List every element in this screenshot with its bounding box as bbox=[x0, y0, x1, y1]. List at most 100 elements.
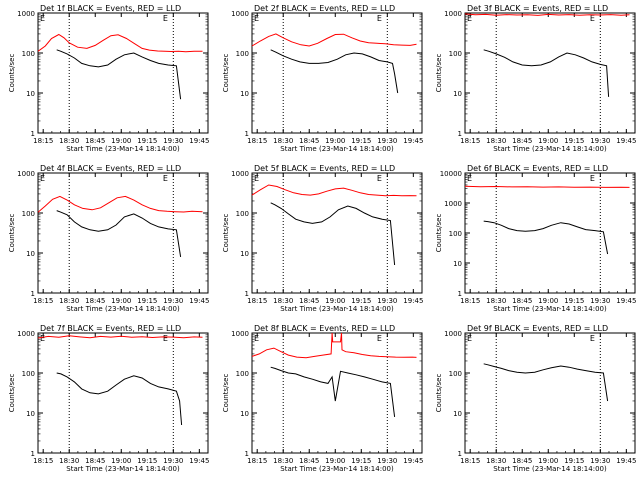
y-tick-label: 1000 bbox=[17, 330, 35, 338]
y-tick-label: 100 bbox=[22, 210, 35, 218]
series-line-lld bbox=[464, 185, 630, 188]
y-tick-label: 100 bbox=[449, 230, 462, 238]
x-tick-label: 18:45 bbox=[299, 457, 319, 465]
x-tick-label: 19:45 bbox=[189, 297, 209, 305]
chart-panel-4: Det 4f BLACK = Events, RED = LLD 18:15 18:… bbox=[8, 164, 209, 313]
y-tick-label: 10 bbox=[26, 410, 35, 418]
x-axis-label: Start Time (23-Mar-14 18:14:00) bbox=[66, 465, 180, 473]
plot-frame bbox=[464, 12, 636, 134]
y-tick-label: 1000 bbox=[444, 200, 462, 208]
series-line-events bbox=[270, 49, 399, 94]
interval-marker: E bbox=[377, 14, 382, 23]
interval-marker: E bbox=[467, 174, 472, 183]
x-tick-label: 19:00 bbox=[111, 137, 131, 145]
interval-marker: E bbox=[40, 334, 45, 343]
interval-marker: E bbox=[590, 14, 595, 23]
interval-marker: E bbox=[163, 174, 168, 183]
interval-marker: E bbox=[163, 14, 168, 23]
x-tick-label: 19:15 bbox=[137, 137, 157, 145]
x-tick-label: 18:30 bbox=[59, 297, 79, 305]
series-line-events bbox=[56, 49, 182, 100]
interval-marker: E bbox=[40, 14, 45, 23]
x-tick-label: 18:30 bbox=[486, 457, 506, 465]
x-tick-label: 18:15 bbox=[247, 137, 267, 145]
x-tick-label: 19:45 bbox=[616, 457, 636, 465]
y-axis-label: Counts/sec bbox=[222, 54, 230, 93]
x-tick-label: 19:00 bbox=[325, 137, 345, 145]
x-tick-label: 19:00 bbox=[538, 137, 558, 145]
series-line-lld bbox=[251, 33, 417, 47]
series-line-lld bbox=[251, 184, 417, 197]
x-tick-label: 18:45 bbox=[512, 297, 532, 305]
y-tick-label: 100 bbox=[236, 210, 249, 218]
x-tick-label: 19:45 bbox=[403, 457, 423, 465]
x-axis-label: Start Time (23-Mar-14 18:14:00) bbox=[280, 305, 394, 313]
chart-panel-5: Det 5f BLACK = Events, RED = LLD 18:15 18:… bbox=[222, 164, 423, 313]
series-line-lld bbox=[37, 33, 203, 53]
chart-title: Det 9f BLACK = Events, RED = LLD bbox=[467, 324, 608, 333]
x-tick-label: 18:15 bbox=[247, 297, 267, 305]
y-tick-label: 100 bbox=[449, 370, 462, 378]
chart-panel-9: Det 9f BLACK = Events, RED = LLD 18:15 18:… bbox=[435, 324, 636, 473]
x-tick-label: 19:15 bbox=[351, 297, 371, 305]
plot-frame bbox=[251, 172, 423, 294]
chart-panel-7: Det 7f BLACK = Events, RED = LLD 18:15 18:… bbox=[8, 324, 209, 473]
x-tick-label: 18:15 bbox=[33, 457, 53, 465]
y-tick-label: 1 bbox=[31, 130, 35, 138]
x-tick-label: 19:00 bbox=[538, 297, 558, 305]
x-tick-label: 19:00 bbox=[325, 297, 345, 305]
series-line-events bbox=[56, 372, 183, 426]
y-tick-label: 1000 bbox=[17, 170, 35, 178]
interval-marker: E bbox=[40, 174, 45, 183]
x-tick-label: 19:45 bbox=[403, 137, 423, 145]
y-tick-label: 1 bbox=[458, 130, 462, 138]
interval-marker: E bbox=[590, 334, 595, 343]
x-tick-label: 19:45 bbox=[189, 457, 209, 465]
chart-title: Det 2f BLACK = Events, RED = LLD bbox=[254, 4, 395, 13]
y-tick-label: 1000 bbox=[444, 10, 462, 18]
x-tick-label: 18:15 bbox=[460, 457, 480, 465]
x-tick-label: 19:15 bbox=[351, 137, 371, 145]
x-axis-label: Start Time (23-Mar-14 18:14:00) bbox=[493, 145, 607, 153]
x-tick-label: 18:30 bbox=[59, 457, 79, 465]
interval-marker: E bbox=[377, 174, 382, 183]
x-tick-label: 18:30 bbox=[486, 137, 506, 145]
series-line-events bbox=[483, 220, 609, 255]
y-tick-label: 10 bbox=[453, 260, 462, 268]
y-tick-label: 1 bbox=[31, 450, 35, 458]
x-axis-label: Start Time (23-Mar-14 18:14:00) bbox=[280, 145, 394, 153]
y-tick-label: 1 bbox=[458, 450, 462, 458]
x-axis-label: Start Time (23-Mar-14 18:14:00) bbox=[280, 465, 394, 473]
series-line-events bbox=[483, 49, 610, 97]
y-tick-label: 100 bbox=[22, 50, 35, 58]
y-tick-label: 100 bbox=[236, 50, 249, 58]
series-line-lld bbox=[37, 195, 203, 213]
chart-title: Det 3f BLACK = Events, RED = LLD bbox=[467, 4, 608, 13]
x-tick-label: 18:30 bbox=[59, 137, 79, 145]
x-tick-label: 18:45 bbox=[299, 137, 319, 145]
series-line-events bbox=[483, 363, 609, 402]
series-line-events bbox=[270, 202, 396, 266]
y-tick-label: 10 bbox=[26, 90, 35, 98]
x-tick-label: 19:30 bbox=[163, 457, 183, 465]
x-tick-label: 19:00 bbox=[111, 457, 131, 465]
plot-frame bbox=[251, 332, 423, 454]
x-tick-label: 18:45 bbox=[299, 297, 319, 305]
x-tick-label: 19:00 bbox=[325, 457, 345, 465]
x-axis-label: Start Time (23-Mar-14 18:14:00) bbox=[493, 465, 607, 473]
y-tick-label: 10 bbox=[453, 90, 462, 98]
y-tick-label: 1000 bbox=[231, 330, 249, 338]
chart-title: Det 1f BLACK = Events, RED = LLD bbox=[40, 4, 181, 13]
y-tick-label: 1 bbox=[245, 130, 249, 138]
plot-frame bbox=[464, 172, 636, 294]
x-tick-label: 19:15 bbox=[137, 297, 157, 305]
y-tick-label: 10000 bbox=[440, 170, 462, 178]
y-axis-label: Counts/sec bbox=[222, 374, 230, 413]
x-tick-label: 18:15 bbox=[247, 457, 267, 465]
plot-frame bbox=[251, 12, 423, 134]
y-tick-label: 100 bbox=[236, 370, 249, 378]
y-tick-label: 10 bbox=[240, 90, 249, 98]
interval-marker: E bbox=[254, 14, 259, 23]
x-tick-label: 18:45 bbox=[85, 457, 105, 465]
x-tick-label: 19:15 bbox=[564, 137, 584, 145]
